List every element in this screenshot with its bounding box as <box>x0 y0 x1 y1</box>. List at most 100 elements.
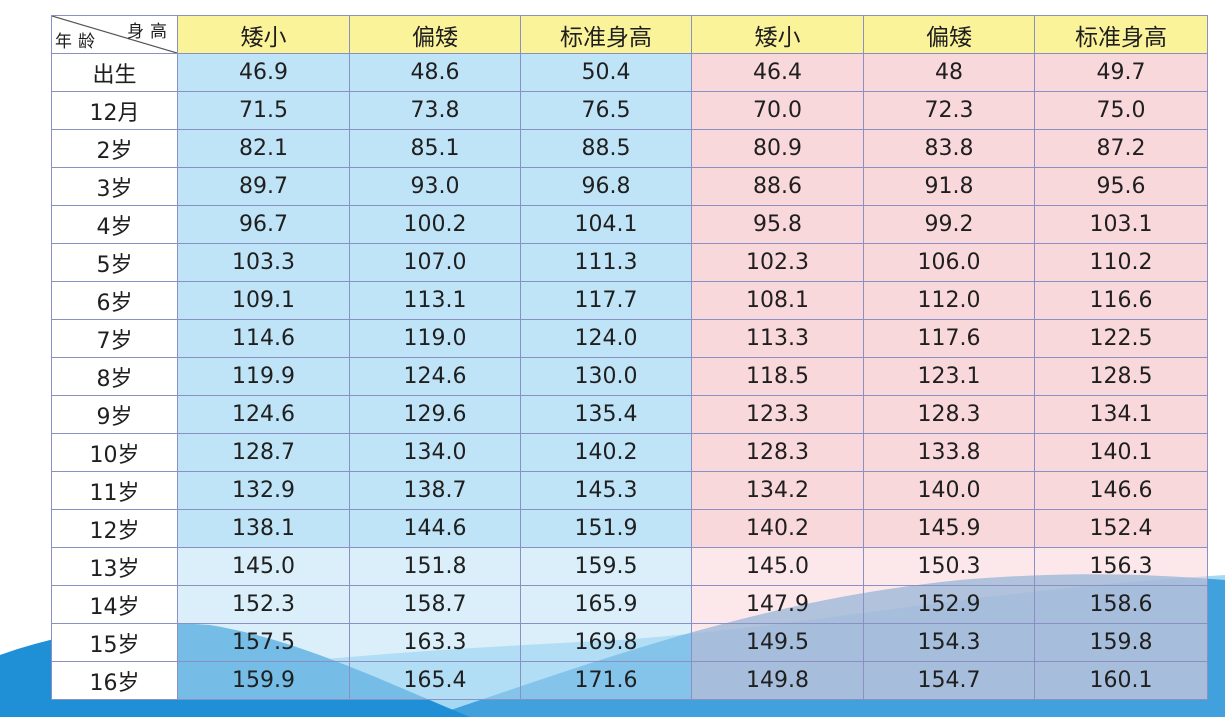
girls-short-cell: 113.3 <box>691 319 864 358</box>
header-row: 身高 年龄 矮小 偏矮 标准身高 矮小 偏矮 标准身高 <box>51 15 1208 54</box>
boys-below-cell: 134.0 <box>349 433 521 472</box>
boys-short-cell: 103.3 <box>177 243 350 282</box>
boys-standard-cell: 135.4 <box>520 395 692 434</box>
table-row: 7岁 114.6 119.0 124.0 113.3 117.6 122.5 <box>51 319 1208 358</box>
header-girls-below: 偏矮 <box>863 15 1035 54</box>
boys-below-cell: 119.0 <box>349 319 521 358</box>
age-cell: 16岁 <box>51 661 178 700</box>
girls-below-cell: 83.8 <box>863 129 1035 168</box>
girls-short-cell: 128.3 <box>691 433 864 472</box>
boys-below-cell: 93.0 <box>349 167 521 206</box>
age-cell: 7岁 <box>51 319 178 358</box>
boys-standard-cell: 140.2 <box>520 433 692 472</box>
table-row: 出生 46.9 48.6 50.4 46.4 48 49.7 <box>51 53 1208 92</box>
age-cell: 11岁 <box>51 471 178 510</box>
girls-below-cell: 112.0 <box>863 281 1035 320</box>
age-cell: 14岁 <box>51 585 178 624</box>
boys-short-cell: 128.7 <box>177 433 350 472</box>
boys-standard-cell: 104.1 <box>520 205 692 244</box>
table-row: 4岁 96.7 100.2 104.1 95.8 99.2 103.1 <box>51 205 1208 244</box>
boys-standard-cell: 111.3 <box>520 243 692 282</box>
boys-below-cell: 107.0 <box>349 243 521 282</box>
table-row: 9岁 124.6 129.6 135.4 123.3 128.3 134.1 <box>51 395 1208 434</box>
boys-standard-cell: 151.9 <box>520 509 692 548</box>
girls-short-cell: 134.2 <box>691 471 864 510</box>
girls-below-cell: 99.2 <box>863 205 1035 244</box>
header-boys-below: 偏矮 <box>349 15 521 54</box>
girls-below-cell: 72.3 <box>863 91 1035 130</box>
header-boys-short: 矮小 <box>177 15 350 54</box>
table-row: 2岁 82.1 85.1 88.5 80.9 83.8 87.2 <box>51 129 1208 168</box>
header-boys-standard: 标准身高 <box>520 15 692 54</box>
table-row: 12岁 138.1 144.6 151.9 140.2 145.9 152.4 <box>51 509 1208 548</box>
age-cell: 12月 <box>51 91 178 130</box>
girls-short-cell: 147.9 <box>691 585 864 624</box>
girls-below-cell: 152.9 <box>863 585 1035 624</box>
boys-below-cell: 124.6 <box>349 357 521 396</box>
boys-below-cell: 85.1 <box>349 129 521 168</box>
boys-below-cell: 100.2 <box>349 205 521 244</box>
girls-short-cell: 70.0 <box>691 91 864 130</box>
boys-short-cell: 152.3 <box>177 585 350 624</box>
girls-below-cell: 106.0 <box>863 243 1035 282</box>
girls-short-cell: 80.9 <box>691 129 864 168</box>
boys-below-cell: 129.6 <box>349 395 521 434</box>
table-body: 出生 46.9 48.6 50.4 46.4 48 49.7 12月 71.5 73.8 76.5 7… <box>51 53 1208 700</box>
girls-standard-cell: 140.1 <box>1034 433 1208 472</box>
girls-standard-cell: 110.2 <box>1034 243 1208 282</box>
girls-short-cell: 88.6 <box>691 167 864 206</box>
boys-below-cell: 113.1 <box>349 281 521 320</box>
corner-height-label: 身高 <box>127 22 173 42</box>
girls-short-cell: 149.8 <box>691 661 864 700</box>
girls-below-cell: 133.8 <box>863 433 1035 472</box>
boys-below-cell: 138.7 <box>349 471 521 510</box>
girls-short-cell: 123.3 <box>691 395 864 434</box>
age-cell: 9岁 <box>51 395 178 434</box>
table-row: 11岁 132.9 138.7 145.3 134.2 140.0 146.6 <box>51 471 1208 510</box>
table-row: 16岁 159.9 165.4 171.6 149.8 154.7 160.1 <box>51 661 1208 700</box>
table-row: 3岁 89.7 93.0 96.8 88.6 91.8 95.6 <box>51 167 1208 206</box>
boys-standard-cell: 169.8 <box>520 623 692 662</box>
girls-short-cell: 102.3 <box>691 243 864 282</box>
boys-standard-cell: 50.4 <box>520 53 692 92</box>
boys-below-cell: 144.6 <box>349 509 521 548</box>
boys-standard-cell: 117.7 <box>520 281 692 320</box>
table-row: 10岁 128.7 134.0 140.2 128.3 133.8 140.1 <box>51 433 1208 472</box>
girls-below-cell: 150.3 <box>863 547 1035 586</box>
age-cell: 13岁 <box>51 547 178 586</box>
boys-below-cell: 151.8 <box>349 547 521 586</box>
table-row: 13岁 145.0 151.8 159.5 145.0 150.3 156.3 <box>51 547 1208 586</box>
table-row: 14岁 152.3 158.7 165.9 147.9 152.9 158.6 <box>51 585 1208 624</box>
table-row: 15岁 157.5 163.3 169.8 149.5 154.3 159.8 <box>51 623 1208 662</box>
girls-standard-cell: 116.6 <box>1034 281 1208 320</box>
girls-below-cell: 154.7 <box>863 661 1035 700</box>
boys-below-cell: 165.4 <box>349 661 521 700</box>
age-cell: 8岁 <box>51 357 178 396</box>
boys-short-cell: 82.1 <box>177 129 350 168</box>
girls-short-cell: 145.0 <box>691 547 864 586</box>
boys-below-cell: 158.7 <box>349 585 521 624</box>
age-cell: 2岁 <box>51 129 178 168</box>
boys-standard-cell: 171.6 <box>520 661 692 700</box>
corner-cell: 身高 年龄 <box>51 15 178 54</box>
age-cell: 3岁 <box>51 167 178 206</box>
girls-short-cell: 149.5 <box>691 623 864 662</box>
girls-below-cell: 154.3 <box>863 623 1035 662</box>
girls-standard-cell: 134.1 <box>1034 395 1208 434</box>
header-girls-short: 矮小 <box>691 15 864 54</box>
table-row: 8岁 119.9 124.6 130.0 118.5 123.1 128.5 <box>51 357 1208 396</box>
girls-standard-cell: 95.6 <box>1034 167 1208 206</box>
girls-below-cell: 145.9 <box>863 509 1035 548</box>
header-girls-standard: 标准身高 <box>1034 15 1208 54</box>
girls-below-cell: 140.0 <box>863 471 1035 510</box>
girls-short-cell: 108.1 <box>691 281 864 320</box>
girls-standard-cell: 160.1 <box>1034 661 1208 700</box>
boys-standard-cell: 130.0 <box>520 357 692 396</box>
girls-standard-cell: 49.7 <box>1034 53 1208 92</box>
boys-standard-cell: 96.8 <box>520 167 692 206</box>
boys-short-cell: 157.5 <box>177 623 350 662</box>
height-table: 身高 年龄 矮小 偏矮 标准身高 矮小 偏矮 标准身高 出生 46.9 48.6 50… <box>51 15 1208 700</box>
girls-standard-cell: 156.3 <box>1034 547 1208 586</box>
boys-below-cell: 163.3 <box>349 623 521 662</box>
girls-below-cell: 91.8 <box>863 167 1035 206</box>
